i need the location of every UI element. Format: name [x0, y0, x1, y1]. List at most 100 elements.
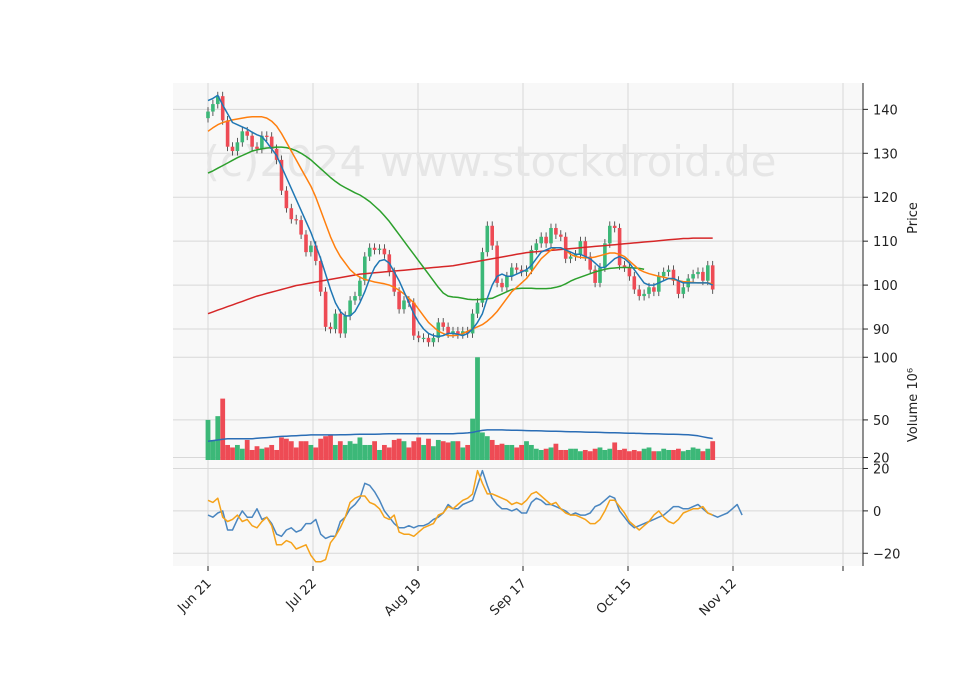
candle-body [647, 287, 651, 294]
volume-bar [489, 439, 495, 460]
x-tick-label: Sep 17 [487, 576, 530, 619]
volume-bar [484, 436, 490, 460]
candle-body [402, 300, 406, 310]
ma-fast-line [207, 94, 714, 338]
volume-bar [509, 444, 515, 460]
volume-bar [239, 448, 245, 460]
candle-body [343, 315, 347, 334]
volume-bar [671, 449, 676, 460]
oscillator-line-2 [207, 469, 713, 563]
volume-bar [367, 444, 373, 460]
ma-slow-line [207, 146, 645, 301]
volume-bar [352, 443, 358, 460]
y-tick-label: 140 [873, 103, 898, 118]
volume-bar [529, 444, 534, 460]
volume-bar [622, 448, 627, 460]
ma-long-line [207, 237, 713, 315]
candle-body [279, 159, 284, 191]
candle-body [441, 322, 445, 327]
volume-bar [499, 443, 505, 460]
candle-body [416, 335, 421, 338]
candle-body [475, 302, 480, 314]
candle-body [598, 267, 602, 283]
volume-bar [288, 441, 294, 460]
x-tick-label: Jun 21 [175, 576, 215, 616]
volume-bar [205, 419, 211, 460]
volume-bar [396, 438, 402, 460]
volume-bar [617, 449, 622, 460]
candle-body [583, 241, 588, 257]
volume-bar [421, 444, 426, 460]
volume-bar [259, 448, 265, 460]
candle-body [323, 291, 328, 327]
volume-bar [568, 448, 573, 460]
candle-body [505, 276, 509, 288]
candle-body [235, 142, 240, 152]
candle-body [632, 276, 637, 290]
volume-bar [661, 448, 667, 460]
volume-bar [641, 448, 647, 460]
volume-bar [210, 439, 216, 460]
volume-bar [470, 418, 475, 460]
candle-body [529, 249, 534, 270]
candle-body [333, 313, 338, 330]
candle-body [652, 287, 656, 292]
x-tick-label: Jul 22 [283, 576, 320, 613]
candle-body [363, 256, 367, 281]
candle-body [309, 245, 313, 253]
volume-bar [269, 444, 275, 460]
volume-bar [582, 449, 588, 460]
volume-bar [524, 441, 529, 460]
volume-panel [173, 351, 863, 460]
volume-bar [391, 439, 397, 460]
volume-bar [406, 447, 412, 460]
candle-body [490, 225, 494, 246]
volume-bar [592, 448, 598, 460]
candle-body [593, 269, 597, 283]
volume-bar [279, 437, 284, 460]
candle-body [480, 252, 485, 303]
candle-body [230, 146, 235, 152]
candle-body [353, 296, 357, 301]
y-tick-label: 100 [873, 351, 898, 366]
candle-body [554, 227, 558, 235]
candle-body [701, 271, 705, 281]
volume-bar [519, 444, 524, 460]
candle-body [436, 322, 441, 338]
candle-body [603, 243, 607, 268]
volume-bar [705, 448, 711, 460]
y-tick-label: 110 [873, 235, 898, 250]
volume-bar [538, 449, 544, 460]
volume-bar [627, 451, 632, 460]
volume-bar [445, 442, 451, 460]
volume-bar [533, 448, 539, 460]
candle-body [220, 96, 225, 121]
y-tick-label: 100 [873, 279, 898, 294]
volume-bar [690, 447, 696, 460]
volume-bar [308, 444, 314, 460]
volume-bar [249, 449, 255, 460]
candle-body [485, 225, 490, 253]
volume-bar [597, 447, 603, 460]
candle-body [544, 236, 548, 244]
candle-body [294, 219, 298, 221]
candle-body [559, 234, 563, 237]
y-tick-label: 20 [873, 462, 890, 477]
candle-body [328, 326, 333, 330]
volume-bar [235, 444, 240, 460]
volume-bar [475, 357, 480, 460]
volume-bar [313, 447, 319, 460]
candle-body [426, 337, 431, 343]
volume-bar [303, 441, 309, 460]
candle-body [456, 331, 460, 335]
volume-bar [298, 441, 304, 460]
volume-bar [401, 441, 407, 460]
volume-bar [558, 449, 564, 460]
volume-bar [695, 448, 701, 460]
volume-bar [342, 444, 348, 460]
y-tick-label: −20 [873, 547, 900, 562]
volume-bar [514, 447, 520, 460]
volume-bar [465, 444, 471, 460]
candle-body [657, 276, 661, 292]
